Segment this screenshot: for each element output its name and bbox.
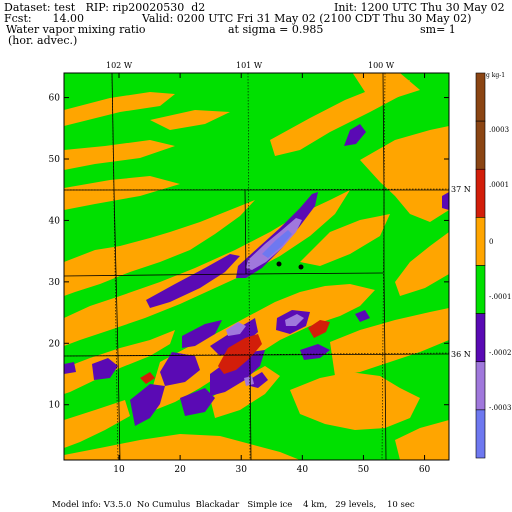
purple-region: [180, 388, 215, 416]
orange-region: [64, 330, 175, 394]
orange-region: [64, 92, 175, 126]
orange-region: [352, 73, 420, 98]
orange-region: [64, 200, 255, 296]
boundary-line: [249, 355, 252, 460]
red-region: [308, 320, 330, 338]
boundary-line: [64, 353, 449, 357]
purple-region: [64, 362, 76, 374]
y-tick-label: 50: [49, 155, 61, 165]
colorbar-label: -.0002: [489, 349, 512, 357]
longitude-label-101w: 101 W: [236, 61, 263, 70]
colorbar-band: [475, 72, 486, 122]
station-dot: [298, 264, 304, 270]
orange-region: [330, 308, 449, 376]
boundary-line: [111, 73, 121, 460]
blue-regions: [262, 230, 292, 258]
colorbar-band: [475, 313, 486, 363]
colorbar-band: [475, 168, 486, 218]
colorbar-band: [475, 361, 486, 411]
orange-region: [64, 140, 175, 170]
purple-region: [344, 124, 366, 146]
red-region: [140, 372, 155, 384]
mixing-ratio-field: [64, 73, 449, 460]
orange-region: [64, 434, 300, 460]
purple-region: [92, 358, 118, 380]
y-tick-label: 20: [49, 339, 61, 349]
colorbar-band: [475, 409, 486, 459]
init-time-label: Init: 1200 UTC Thu 30 May 02: [334, 1, 505, 14]
y-tick-label: 10: [49, 401, 61, 411]
purple-region: [355, 310, 370, 322]
x-tick-label: 60: [419, 465, 431, 475]
orange-region: [290, 372, 420, 430]
field-subtitle-label: (hor. advec.): [8, 34, 78, 47]
y-tick-label: 30: [49, 278, 61, 288]
orange-region: [395, 420, 449, 460]
orange-region: [64, 400, 130, 448]
y-tick-label: 60: [49, 94, 61, 104]
field-name-label: Water vapor mixing ratio: [6, 23, 146, 36]
purple-region: [210, 318, 258, 356]
colorbar: [475, 72, 486, 459]
blue-region: [262, 230, 292, 258]
orange-region: [300, 214, 390, 266]
purple-region: [442, 192, 449, 210]
plot-frame: [63, 72, 450, 461]
boundary-line: [64, 189, 384, 277]
x-tick-label: 20: [174, 465, 186, 475]
purple-region: [250, 372, 268, 388]
purple-region: [182, 320, 222, 348]
colorbar-label: .0001: [489, 181, 510, 189]
lavender-region: [285, 314, 304, 326]
sigma-level-label: at sigma = 0.985: [228, 23, 324, 36]
boundary-line: [382, 73, 387, 460]
smoothing-label: sm= 1: [420, 23, 456, 36]
longitude-label-102w: 102 W: [106, 61, 133, 70]
forecast-hour-label: Fcst: 14.00: [4, 12, 85, 25]
colorbar-band: [475, 265, 486, 314]
lavender-region: [226, 322, 246, 336]
colorbar-unit-label: g kg-1: [486, 72, 506, 79]
y-tick-label: 40: [49, 216, 61, 226]
axes: 10 20 30 40 50 60 10 20 30 40 50 60: [49, 73, 449, 475]
longitude-label-100w: 100 W: [368, 61, 395, 70]
purple-region: [300, 344, 330, 360]
orange-region: [64, 176, 180, 210]
purple-region: [210, 350, 265, 396]
model-info-footer: Model info: V3.5.0 No Cumulus Blackadar …: [52, 500, 415, 510]
latitude-label-37n: 37 N: [451, 185, 471, 194]
colorbar-label: .0003: [489, 126, 510, 134]
orange-region: [270, 80, 410, 156]
red-region: [218, 334, 262, 374]
x-tick-label: 50: [358, 465, 370, 475]
station-dot: [276, 261, 282, 267]
orange-region: [360, 126, 449, 222]
orange-region: [150, 284, 375, 410]
lavender-region: [244, 376, 254, 386]
purple-region: [130, 384, 165, 426]
boundaries: [64, 73, 449, 460]
x-tick-label: 30: [235, 465, 247, 475]
latitude-label-36n: 36 N: [451, 350, 471, 359]
colorbar-label: -.0001: [489, 293, 512, 301]
red-regions: [140, 320, 330, 384]
purple-region: [146, 254, 240, 308]
colorbar-band: [475, 217, 486, 266]
x-tick-label: 40: [297, 465, 309, 475]
valid-time-label: Valid: 0200 UTC Fri 31 May 02 (2100 CDT …: [142, 12, 472, 25]
colorbar-band: [475, 120, 486, 170]
orange-region: [395, 232, 449, 296]
colorbar-label: 0: [489, 238, 494, 246]
dataset-label: Dataset: test RIP: rip20020530 d2: [4, 1, 206, 14]
colorbar-label: -.0003: [489, 404, 512, 412]
purple-region: [160, 352, 200, 386]
orange-region: [150, 110, 230, 130]
x-tick-label: 10: [113, 465, 125, 475]
